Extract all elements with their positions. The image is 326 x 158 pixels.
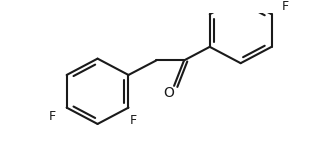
Text: F: F [130,114,137,127]
Text: O: O [164,86,174,100]
Text: F: F [282,0,289,13]
Text: F: F [49,110,56,123]
